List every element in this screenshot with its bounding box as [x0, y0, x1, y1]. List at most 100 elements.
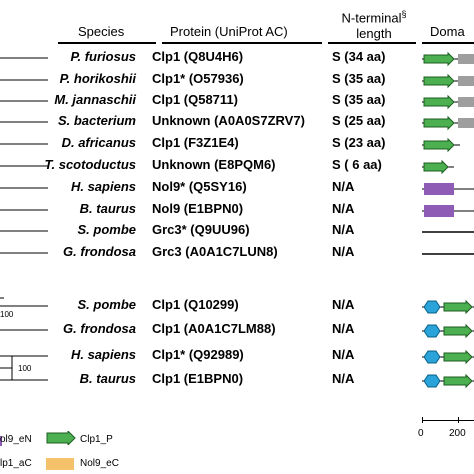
nterminal-cell: N/A: [332, 347, 355, 362]
nterminal-cell: N/A: [332, 371, 355, 386]
species-cell: S. pombe: [77, 297, 136, 312]
table-row: B. taurus Clp1 (E1BPN0) N/A: [0, 371, 474, 395]
clp1-n-domain: [423, 300, 441, 314]
table-row: B. taurus Nol9 (E1BPN0) N/A: [0, 201, 474, 225]
bootstrap-label-1: 100: [0, 310, 14, 319]
gray-domain: [458, 54, 474, 64]
species-cell: G. frondosa: [63, 244, 136, 259]
phylogenetic-tree: [0, 57, 48, 381]
header-domain: Doma: [430, 24, 465, 39]
nterminal-cell: N/A: [332, 297, 355, 312]
legend-nol9-en-label: ol9_eN: [0, 434, 32, 445]
nterminal-cell: N/A: [332, 222, 355, 237]
species-cell: H. sapiens: [70, 347, 136, 362]
table-row: G. frondosa Grc3 (A0A1C7LUN8) N/A: [0, 244, 474, 268]
domain-architecture: [422, 231, 474, 233]
header-rule-species: [58, 42, 156, 44]
legend-nol9-en-swatch: [0, 436, 2, 446]
scale-bar-label-200: 200: [449, 428, 466, 439]
species-cell: D. africanus: [61, 135, 136, 150]
domain-architecture: [422, 299, 474, 315]
table-row: H. sapiens Nol9* (Q5SY16) N/A: [0, 179, 474, 203]
species-cell: B. taurus: [79, 201, 136, 216]
domain-architecture: [422, 373, 474, 389]
gray-domain: [458, 76, 474, 86]
clp1-n-domain: [423, 324, 441, 338]
nterminal-cell: S (25 aa): [332, 113, 386, 128]
species-cell: M. jannaschii: [54, 92, 136, 107]
table-row: P. horikoshii Clp1* (O57936) S (35 aa): [0, 71, 474, 95]
domain-architecture: [422, 159, 454, 175]
clp1-n-domain: [423, 374, 441, 388]
species-cell: B. taurus: [79, 371, 136, 386]
scale-bar-label-0: 0: [418, 428, 424, 439]
protein-cell: Nol9* (Q5SY16): [152, 179, 247, 194]
protein-cell: Clp1 (F3Z1E4): [152, 135, 239, 150]
domain-architecture: [422, 253, 474, 255]
gray-domain: [458, 97, 474, 107]
species-cell: H. sapiens: [70, 179, 136, 194]
table-row: P. furiosus Clp1 (Q8U4H6) S (34 aa): [0, 49, 474, 73]
protein-cell: Unknown (A0A0S7ZRV7): [152, 113, 305, 128]
clp1-p-domain: [423, 51, 455, 67]
scale-bar-tick-0: [422, 417, 423, 423]
table-row: T. scotoductus Unknown (E8PQM6) S ( 6 aa): [0, 157, 474, 181]
species-cell: P. furiosus: [70, 49, 136, 64]
clp1-p-domain: [423, 94, 455, 110]
legend-clp1-p-swatch: [46, 431, 76, 445]
nterminal-cell: N/A: [332, 321, 355, 336]
nterminal-cell: S (23 aa): [332, 135, 386, 150]
table-row: G. frondosa Clp1 (A0A1C7LM88) N/A: [0, 321, 474, 345]
domain-architecture: [422, 183, 474, 195]
nol9-en-domain: [424, 183, 454, 195]
header-species: Species: [78, 24, 125, 39]
header-rule-nterminal: [328, 42, 416, 44]
clp1-p-domain: [443, 349, 473, 365]
protein-cell: Clp1* (Q92989): [152, 347, 244, 362]
domain-architecture: [422, 94, 474, 110]
scale-bar-tick-200: [458, 417, 459, 423]
legend-nol9-ec-swatch: [46, 458, 74, 470]
table-row: S. bacterium Unknown (A0A0S7ZRV7) S (25 aa…: [0, 113, 474, 137]
scale-bar-line: [422, 420, 474, 421]
species-cell: G. frondosa: [63, 321, 136, 336]
domain-architecture: [422, 115, 474, 131]
clp1-p-domain: [423, 159, 449, 175]
nol9-en-domain: [424, 205, 454, 217]
protein-cell: Clp1* (O57936): [152, 71, 244, 86]
legend-nol9-ec-label: Nol9_eC: [80, 458, 119, 469]
table-row: S. pombe Clp1 (Q10299) N/A: [0, 297, 474, 321]
clp1-p-domain: [423, 137, 455, 153]
header-rule-domain: [422, 42, 474, 44]
nterminal-cell: N/A: [332, 179, 355, 194]
legend-clp1-ac-label: lp1_aC: [0, 458, 32, 469]
bootstrap-label-2: 100: [18, 364, 32, 373]
species-cell: S. pombe: [77, 222, 136, 237]
nterminal-cell: N/A: [332, 244, 355, 259]
clp1-n-domain: [423, 350, 441, 364]
header-nterminal-sup: §: [401, 9, 407, 19]
header-nterminal: N-terminal§ length: [334, 6, 414, 42]
species-cell: P. horikoshii: [59, 71, 136, 86]
nterminal-cell: N/A: [332, 201, 355, 216]
protein-cell: Nol9 (E1BPN0): [152, 201, 244, 216]
table-row: M. jannaschii Clp1 (Q58711) S (35 aa): [0, 92, 474, 116]
table-row: D. africanus Clp1 (F3Z1E4) S (23 aa): [0, 135, 474, 159]
protein-cell: Unknown (E8PQM6): [152, 157, 276, 172]
nterminal-cell: S (35 aa): [332, 71, 386, 86]
protein-cell: Grc3 (A0A1C7LUN8): [152, 244, 278, 259]
clp1-p-domain: [443, 299, 473, 315]
domain-architecture: [422, 349, 474, 365]
header-rule-protein: [162, 42, 322, 44]
domain-architecture: [422, 323, 474, 339]
protein-cell: Clp1 (A0A1C7LM88): [152, 321, 276, 336]
species-cell: S. bacterium: [57, 113, 136, 128]
protein-cell: Clp1 (Q10299): [152, 297, 239, 312]
legend-clp1-p-label: Clp1_P: [80, 434, 113, 445]
domain-architecture: [422, 205, 474, 217]
nterminal-cell: S ( 6 aa): [332, 157, 382, 172]
header-nterminal-line2: length: [356, 26, 392, 42]
table-row: H. sapiens Clp1* (Q92989) N/A: [0, 347, 474, 371]
protein-cell: Clp1 (Q8U4H6): [152, 49, 244, 64]
domain-architecture: [422, 73, 474, 89]
